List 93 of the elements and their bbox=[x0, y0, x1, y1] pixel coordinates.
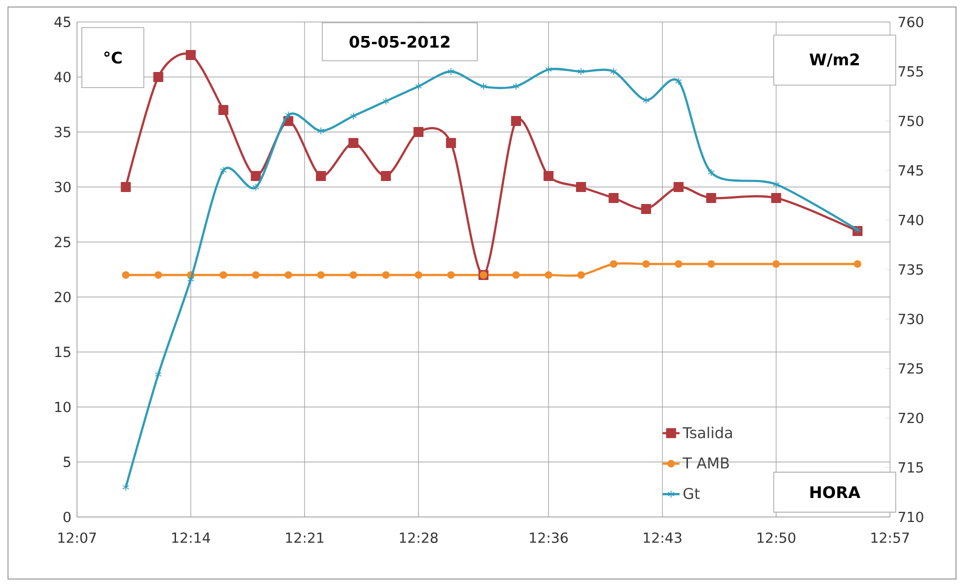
point bbox=[772, 180, 780, 188]
point bbox=[576, 182, 586, 192]
point bbox=[675, 78, 682, 86]
point bbox=[446, 138, 456, 148]
point bbox=[674, 260, 682, 268]
point bbox=[120, 182, 131, 192]
x-tick-label: 12:36 bbox=[530, 532, 568, 544]
point bbox=[284, 111, 292, 119]
point bbox=[382, 97, 390, 106]
point bbox=[708, 168, 715, 176]
point bbox=[154, 370, 162, 378]
y2-tick-label: 755 bbox=[898, 66, 923, 77]
text: 05-05-2012 bbox=[350, 36, 450, 48]
x-tick-label: 12:28 bbox=[400, 532, 438, 544]
point bbox=[707, 260, 715, 268]
point bbox=[187, 276, 194, 284]
y-axis-title: °C bbox=[104, 52, 122, 64]
point bbox=[218, 105, 228, 115]
point bbox=[220, 166, 227, 174]
y-tick-label: 0 bbox=[64, 512, 71, 522]
point bbox=[641, 204, 652, 214]
point bbox=[854, 260, 862, 268]
point bbox=[350, 271, 358, 279]
y2-tick-label: 710 bbox=[898, 512, 924, 522]
point bbox=[414, 271, 422, 279]
point bbox=[382, 271, 390, 279]
point bbox=[772, 260, 780, 268]
y-tick-label: 20 bbox=[54, 292, 71, 302]
point bbox=[414, 127, 424, 137]
point bbox=[284, 271, 292, 279]
point bbox=[512, 82, 520, 90]
point bbox=[578, 68, 584, 76]
point bbox=[512, 271, 520, 279]
point bbox=[154, 271, 162, 279]
point bbox=[610, 68, 618, 76]
point bbox=[153, 72, 164, 82]
y-tick-label: 40 bbox=[54, 72, 71, 82]
point bbox=[608, 193, 619, 203]
x-tick-label: 12:21 bbox=[286, 532, 324, 543]
legend-label: Gt bbox=[684, 488, 700, 500]
x-axis-title: HORA bbox=[810, 486, 860, 498]
point bbox=[544, 171, 554, 181]
legend-label: T AMB bbox=[682, 458, 729, 468]
point bbox=[674, 182, 684, 192]
y2-tick-label: 745 bbox=[898, 165, 923, 176]
y2-tick-label: 730 bbox=[898, 314, 924, 324]
y2-tick-label: 750 bbox=[898, 116, 924, 126]
y2-tick-label: 715 bbox=[898, 462, 923, 473]
y-tick-label: 30 bbox=[54, 182, 71, 192]
point bbox=[706, 193, 716, 203]
point bbox=[350, 112, 357, 120]
y2-tick-label: 735 bbox=[898, 264, 923, 275]
y-tick-label: 15 bbox=[55, 346, 70, 358]
y2-axis-title: W/m2 bbox=[810, 53, 859, 67]
x-tick-label: 12:43 bbox=[644, 532, 682, 544]
y-tick-label: 45 bbox=[54, 16, 70, 28]
point bbox=[318, 127, 324, 135]
point bbox=[186, 50, 196, 60]
y2-tick-label: 760 bbox=[898, 16, 924, 28]
point bbox=[252, 271, 260, 279]
point bbox=[252, 183, 260, 192]
y-tick-label: 35 bbox=[54, 126, 70, 138]
y2-tick-label: 740 bbox=[898, 214, 924, 226]
point bbox=[348, 138, 358, 148]
point bbox=[577, 271, 585, 279]
point bbox=[122, 271, 130, 279]
point bbox=[545, 66, 552, 74]
point bbox=[642, 260, 650, 268]
x-tick-label: 12:07 bbox=[58, 532, 96, 544]
point bbox=[250, 171, 261, 181]
point bbox=[511, 116, 522, 126]
point bbox=[480, 82, 487, 90]
point bbox=[642, 96, 650, 104]
point bbox=[316, 171, 326, 181]
point bbox=[415, 82, 422, 90]
y-tick-label: 25 bbox=[54, 236, 70, 248]
x-tick-label: 12:14 bbox=[172, 532, 210, 543]
point bbox=[610, 260, 618, 268]
point bbox=[317, 271, 325, 279]
x-tick-label: 12:57 bbox=[871, 532, 909, 544]
y2-tick-label: 720 bbox=[898, 412, 924, 424]
y2-tick-label: 725 bbox=[898, 363, 923, 374]
point bbox=[380, 171, 391, 181]
y-tick-label: 10 bbox=[55, 402, 71, 412]
x-tick-label: 12:50 bbox=[758, 532, 796, 544]
point bbox=[447, 271, 455, 279]
y-tick-label: 5 bbox=[64, 456, 70, 468]
point bbox=[771, 193, 782, 203]
legend-label: Tsalida bbox=[682, 426, 732, 438]
point bbox=[544, 271, 552, 279]
point bbox=[220, 271, 228, 279]
point bbox=[122, 483, 130, 492]
point bbox=[448, 68, 454, 76]
